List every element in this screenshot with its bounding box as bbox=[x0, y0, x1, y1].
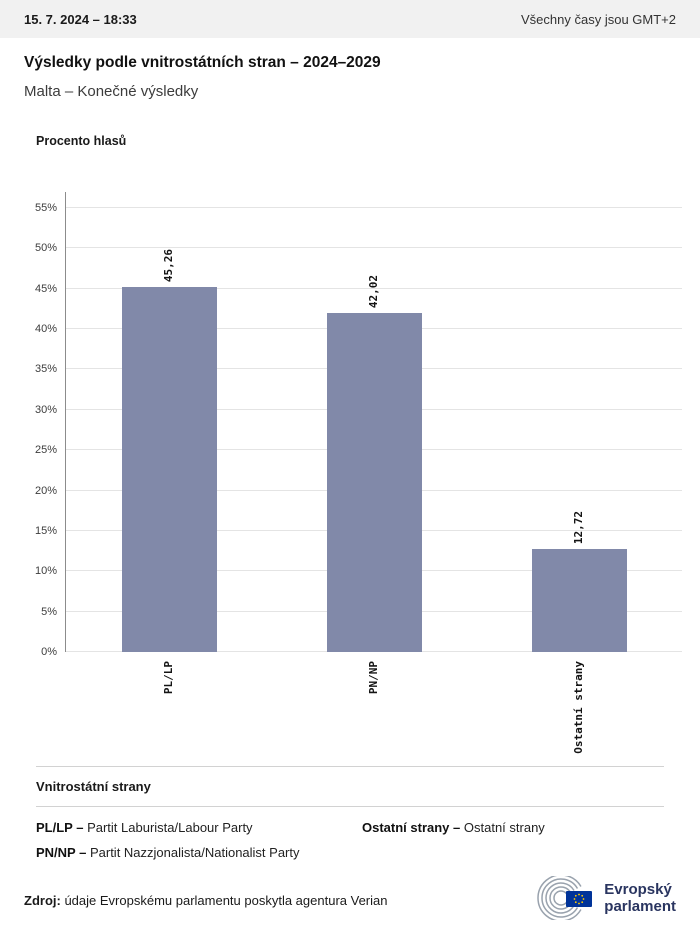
timezone-note: Všechny časy jsou GMT+2 bbox=[521, 11, 676, 27]
legend-entry-name: Partit Nazzjonalista/Nationalist Party bbox=[89, 845, 300, 860]
bar-pn-np bbox=[327, 312, 422, 652]
y-tick-label: 5% bbox=[41, 605, 57, 618]
y-tick-label: 20% bbox=[34, 484, 57, 497]
y-tick-label: 30% bbox=[34, 403, 57, 416]
y-tick-label: 35% bbox=[34, 363, 57, 376]
legend-entry: PL/LP – Partit Laburista/Labour Party bbox=[36, 820, 362, 835]
legend-entry-abbr: PL/LP – bbox=[36, 820, 84, 835]
y-tick-label: 40% bbox=[34, 323, 57, 336]
y-tick-label: 45% bbox=[34, 282, 57, 295]
gridline bbox=[66, 247, 682, 249]
ep-logo-text-line2: parlament bbox=[604, 898, 676, 915]
title-block: Výsledky podle vnitrostátních stran – 20… bbox=[0, 38, 700, 100]
european-parliament-logo: Evropský parlament bbox=[537, 876, 676, 920]
legend-grid: PL/LP – Partit Laburista/Labour Party Os… bbox=[36, 807, 664, 864]
bar-value-label: 12,72 bbox=[572, 511, 586, 545]
legend-entry-abbr: PN/NP – bbox=[36, 845, 87, 860]
legend-entry: PN/NP – Partit Nazzjonalista/Nationalist… bbox=[36, 845, 362, 860]
source-line: Zdroj: údaje Evropskému parlamentu posky… bbox=[24, 893, 387, 920]
bar-value-label: 42,02 bbox=[367, 274, 380, 308]
legend-entry-name: Partit Laburista/Labour Party bbox=[87, 820, 253, 835]
bar-value-label: 45,26 bbox=[161, 248, 175, 282]
chart-title: Procento hlasů bbox=[36, 134, 127, 148]
y-tick-label: 15% bbox=[34, 524, 57, 537]
source-text: údaje Evropskému parlamentu poskytla age… bbox=[64, 893, 388, 908]
legend-entry-abbr: Ostatní strany – bbox=[362, 820, 461, 835]
source-label: Zdroj: bbox=[24, 893, 61, 908]
legend-entry: Ostatní strany – Ostatní strany bbox=[362, 820, 664, 835]
x-category-label: PN/NP bbox=[367, 661, 380, 695]
y-tick-label: 25% bbox=[34, 444, 57, 457]
y-tick-label: 50% bbox=[34, 242, 57, 255]
bar-chart: 0% 5% 10% 15% 20% 25% 30% 35% 40% 45% 50% 55% 45,26 P… bbox=[35, 192, 682, 754]
footer: Zdroj: údaje Evropskému parlamentu posky… bbox=[0, 876, 700, 920]
datetime-label: 15. 7. 2024 – 18:33 bbox=[24, 11, 137, 27]
y-tick-label: 55% bbox=[34, 202, 57, 214]
y-tick-label: 10% bbox=[34, 565, 57, 578]
gridline bbox=[66, 287, 682, 289]
gridline bbox=[66, 207, 682, 208]
ep-logo-text-line1: Evropský bbox=[604, 880, 672, 898]
bar-ostatn-strany bbox=[532, 549, 628, 652]
legend-heading: Vnitrostátní strany bbox=[36, 767, 664, 807]
x-category-label: PL/LP bbox=[161, 661, 175, 695]
legend-section: Vnitrostátní strany PL/LP – Partit Labur… bbox=[36, 766, 664, 864]
bar-pl-lp bbox=[121, 286, 217, 652]
legend-entry-name: Ostatní strany bbox=[463, 820, 545, 835]
eu-flag-icon bbox=[566, 891, 593, 907]
ep-logo-text: Evropský parlament bbox=[604, 881, 676, 916]
ep-logo-icon bbox=[537, 876, 593, 920]
top-bar: 15. 7. 2024 – 18:33 Všechny časy jsou GM… bbox=[0, 0, 700, 38]
x-category-label: Ostatní strany bbox=[572, 661, 586, 754]
y-tick-label: 0% bbox=[41, 646, 57, 658]
page-title: Výsledky podle vnitrostátních stran – 20… bbox=[24, 54, 381, 71]
page-subtitle: Malta – Konečné výsledky bbox=[24, 83, 199, 100]
